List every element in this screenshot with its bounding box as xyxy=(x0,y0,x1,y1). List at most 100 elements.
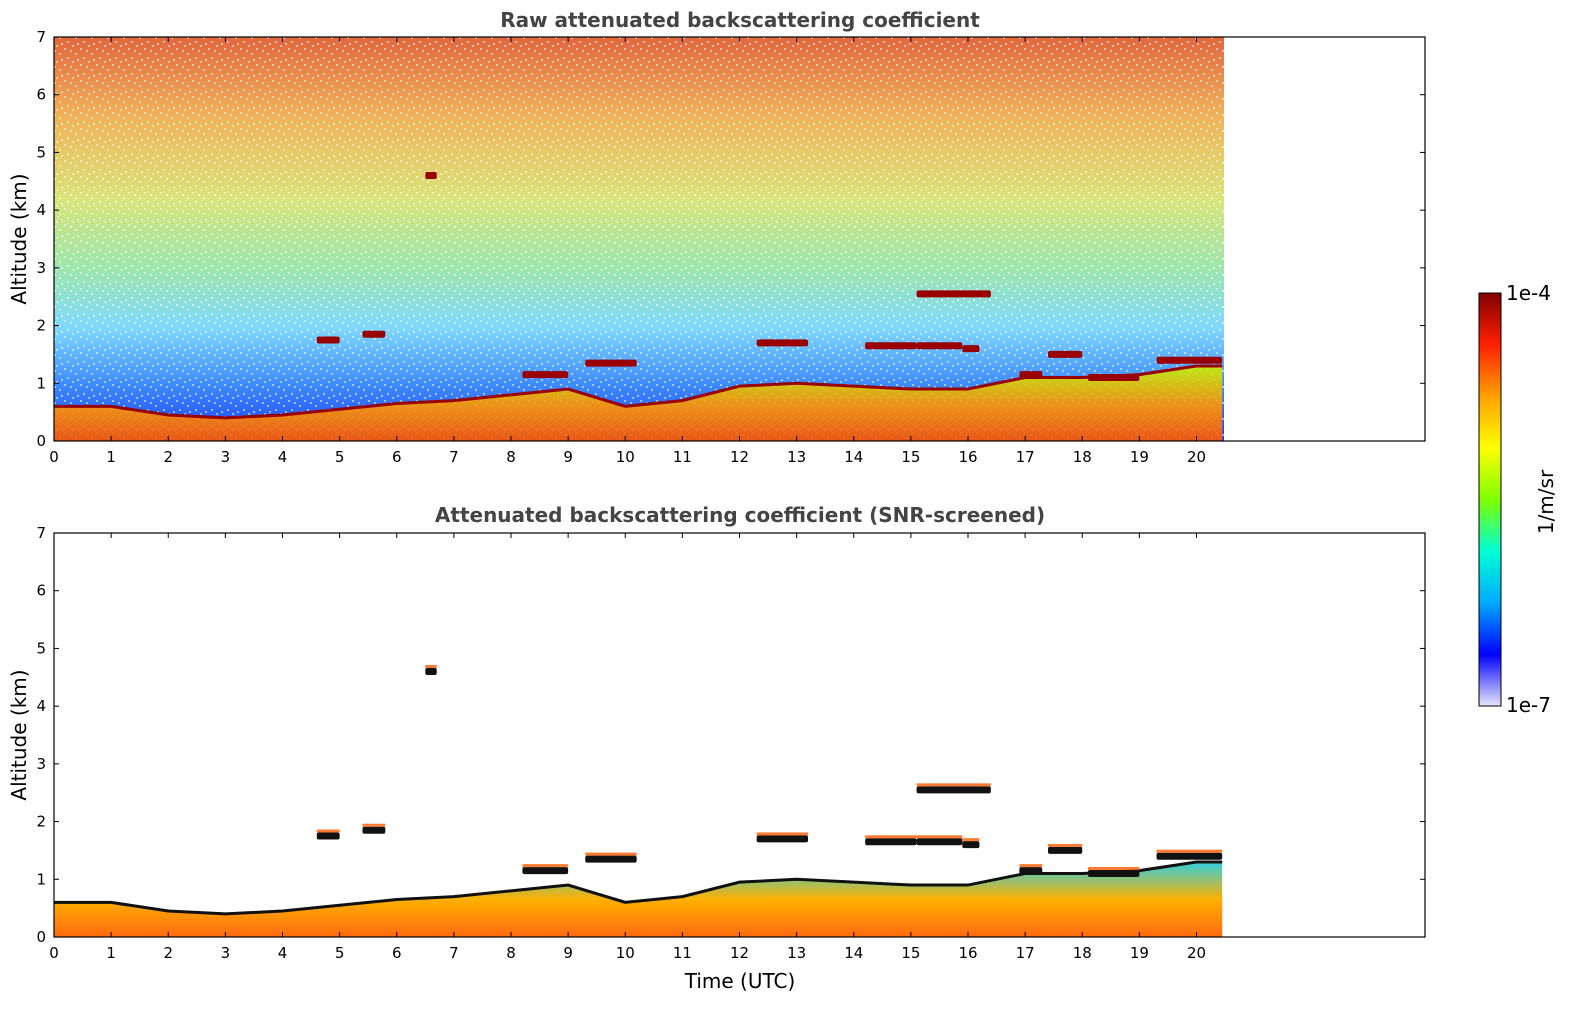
y-tick-label: 1 xyxy=(36,374,46,392)
x-tick-label: 3 xyxy=(221,448,231,466)
x-tick-label: 5 xyxy=(335,448,345,466)
raw-boundary-layer xyxy=(54,365,1223,441)
y-tick-label: 7 xyxy=(36,28,46,46)
cloud-layer xyxy=(756,835,809,843)
x-tick-label: 10 xyxy=(616,944,635,962)
y-tick-label: 5 xyxy=(36,143,46,161)
y-tick-label: 6 xyxy=(36,86,46,104)
cloud-layer xyxy=(585,359,637,367)
x-tick-label: 13 xyxy=(787,448,806,466)
cloud-layer xyxy=(1156,356,1223,364)
cloud-layer xyxy=(865,342,917,350)
y-tick-label: 3 xyxy=(36,755,46,773)
panel-raw: Raw attenuated backscattering coefficien… xyxy=(7,8,1426,466)
cloud-layer-edge xyxy=(962,838,980,842)
x-tick-label: 4 xyxy=(278,944,288,962)
cloud-layer xyxy=(316,336,340,344)
cloud-layer xyxy=(962,841,980,849)
panel-raw-x-axis: 0 1 2 3 4 5 6 7 8 9 10 11 12 13 14 15 16 17 18 19 20 xyxy=(49,37,1206,466)
raw-cloud-layers xyxy=(316,172,1223,382)
x-tick-label: 9 xyxy=(563,944,573,962)
cloud-layer xyxy=(362,330,386,338)
x-tick-label: 0 xyxy=(49,944,59,962)
x-tick-label: 15 xyxy=(901,448,920,466)
y-tick-label: 3 xyxy=(36,259,46,277)
panel-screened-title: Attenuated backscattering coefficient (S… xyxy=(435,503,1045,527)
cloud-layer xyxy=(916,290,991,298)
y-tick-label: 5 xyxy=(36,639,46,657)
y-tick-label: 2 xyxy=(36,317,46,335)
x-tick-label: 13 xyxy=(787,944,806,962)
y-tick-label: 0 xyxy=(36,928,46,946)
cloud-layer xyxy=(425,668,437,676)
x-tick-label: 6 xyxy=(392,448,402,466)
x-tick-label: 9 xyxy=(563,448,573,466)
x-tick-label: 8 xyxy=(506,448,516,466)
x-tick-label: 8 xyxy=(506,944,516,962)
cloud-layer xyxy=(916,838,963,846)
cloud-layer xyxy=(962,345,980,353)
cloud-layer-edge xyxy=(362,823,386,827)
x-tick-label: 11 xyxy=(673,944,692,962)
x-tick-label: 14 xyxy=(844,944,863,962)
x-tick-label: 15 xyxy=(901,944,920,962)
panel-screened-x-axis: 0 1 2 3 4 5 6 7 8 9 10 11 12 13 14 15 16 17 18 19 20 xyxy=(49,533,1206,962)
x-tick-label: 4 xyxy=(278,448,288,466)
cloud-layer-edge xyxy=(916,835,963,839)
colorbar: 1e-4 1e-7 1/m/sr xyxy=(1478,281,1558,717)
cloud-layer xyxy=(756,339,809,347)
cloud-layer-edge xyxy=(425,665,437,669)
cloud-layer xyxy=(1019,867,1043,875)
cloud-layer xyxy=(585,855,637,863)
panel-screened-y-axis: 0 1 2 3 4 5 6 7 xyxy=(36,524,1425,946)
x-tick-label: 12 xyxy=(730,944,749,962)
cloud-layer-edge xyxy=(1047,843,1083,847)
colorbar-unit-label: 1/m/sr xyxy=(1534,469,1558,534)
screened-boundary-layer-top xyxy=(54,860,1223,916)
panel-screened: Attenuated backscattering coefficient (S… xyxy=(7,503,1426,993)
x-tick-label: 2 xyxy=(163,448,173,466)
cloud-layer-edge xyxy=(916,783,991,787)
cloud-layer xyxy=(865,838,917,846)
x-tick-label: 18 xyxy=(1073,944,1092,962)
x-tick-label: 11 xyxy=(673,448,692,466)
x-tick-label: 2 xyxy=(163,944,173,962)
cloud-layer xyxy=(522,867,569,875)
raw-boundary-layer-top xyxy=(54,364,1223,420)
x-tick-label: 19 xyxy=(1130,944,1149,962)
x-tick-label: 5 xyxy=(335,944,345,962)
cloud-layer xyxy=(1047,350,1083,358)
x-tick-label: 0 xyxy=(49,448,59,466)
cloud-layer xyxy=(916,342,963,350)
cloud-layer-edge xyxy=(1156,849,1223,853)
x-tick-label: 20 xyxy=(1187,944,1206,962)
x-tick-label: 19 xyxy=(1130,448,1149,466)
cloud-layer xyxy=(916,786,991,794)
panel-screened-xlabel: Time (UTC) xyxy=(684,969,796,993)
y-tick-label: 1 xyxy=(36,870,46,888)
x-tick-label: 3 xyxy=(221,944,231,962)
x-tick-label: 12 xyxy=(730,448,749,466)
cloud-layer xyxy=(316,832,340,840)
x-tick-label: 18 xyxy=(1073,448,1092,466)
x-tick-label: 16 xyxy=(958,944,977,962)
x-tick-label: 20 xyxy=(1187,448,1206,466)
cloud-layer xyxy=(1019,371,1043,379)
x-tick-label: 1 xyxy=(106,448,116,466)
x-tick-label: 7 xyxy=(449,448,459,466)
cloud-layer xyxy=(425,172,437,180)
panel-raw-field xyxy=(54,37,1224,441)
panel-raw-y-axis: 0 1 2 3 4 5 6 7 xyxy=(36,28,1425,450)
colorbar-min-label: 1e-7 xyxy=(1506,693,1551,717)
panel-screened-ylabel: Altitude (km) xyxy=(7,669,31,800)
cloud-layer xyxy=(1087,870,1140,878)
screened-boundary-layer xyxy=(54,861,1223,937)
panel-raw-title: Raw attenuated backscattering coefficien… xyxy=(500,8,980,32)
cloud-layer-edge xyxy=(1087,867,1140,871)
x-tick-label: 17 xyxy=(1016,944,1035,962)
cloud-layer xyxy=(522,371,569,379)
y-tick-label: 2 xyxy=(36,813,46,831)
panel-screened-field xyxy=(54,665,1223,937)
x-tick-label: 1 xyxy=(106,944,116,962)
